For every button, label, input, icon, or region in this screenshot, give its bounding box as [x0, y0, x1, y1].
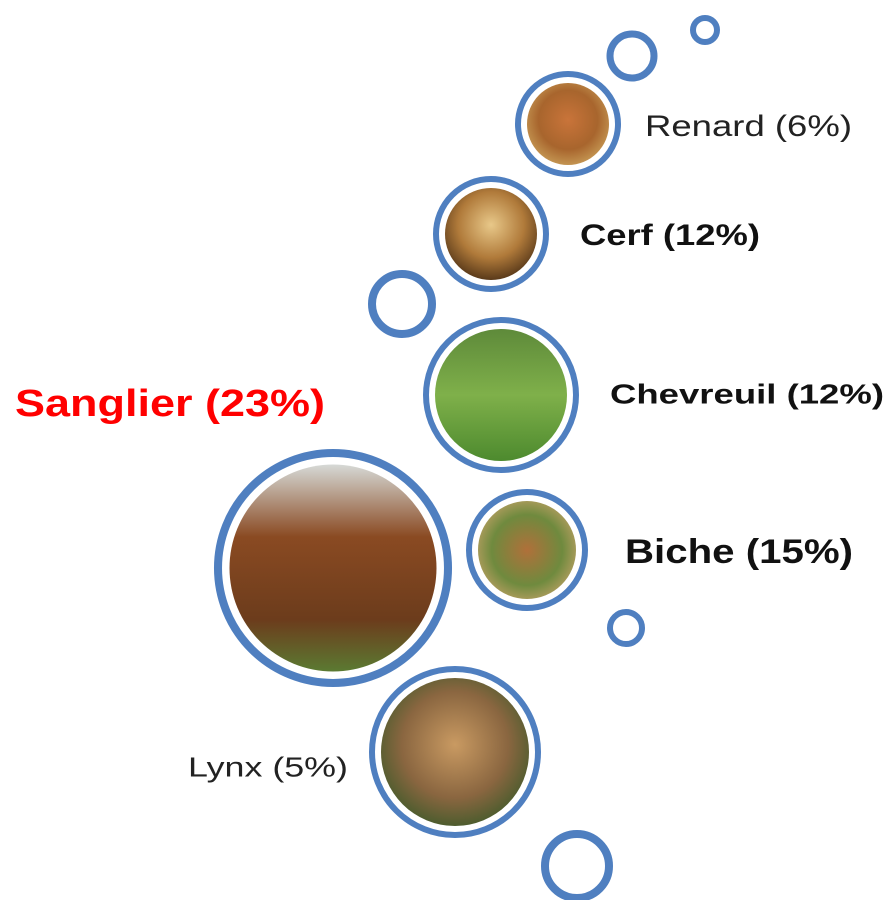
animal-label: Chevreuil (12%) — [610, 378, 884, 409]
animal-photo — [527, 83, 609, 165]
bubble-ring — [372, 274, 432, 334]
animal-photo — [435, 329, 567, 461]
animal-label: Sanglier (23%) — [15, 383, 325, 425]
bubble-ring — [610, 34, 654, 78]
infographic: Renard (6%) Cerf (12%) Chevreuil (12%) Sang… — [0, 0, 887, 900]
animal-label: Lynx (5%) — [188, 751, 348, 782]
animal-label: Biche (15%) — [625, 533, 853, 571]
animal-node: Chevreuil (12%) — [426, 320, 884, 470]
animal-photo — [230, 465, 437, 672]
animal-label: Cerf (12%) — [580, 219, 760, 252]
bubble-ring — [545, 834, 609, 898]
animal-node: Sanglier (23%) — [15, 383, 448, 683]
animal-photo — [445, 188, 537, 280]
bubble-ring — [610, 612, 642, 644]
animal-photo — [381, 678, 529, 826]
animal-label: Renard (6%) — [645, 110, 852, 143]
animal-photo — [478, 501, 576, 599]
page: Renard (6%) Cerf (12%) Chevreuil (12%) Sang… — [0, 0, 887, 900]
animal-node: Cerf (12%) — [436, 179, 760, 289]
animal-node: Lynx (5%) — [188, 669, 538, 835]
bubble-ring — [693, 18, 717, 42]
animal-node: Renard (6%) — [518, 74, 852, 174]
animal-nodes: Renard (6%) Cerf (12%) Chevreuil (12%) Sang… — [15, 74, 884, 835]
animal-node: Biche (15%) — [469, 492, 853, 608]
